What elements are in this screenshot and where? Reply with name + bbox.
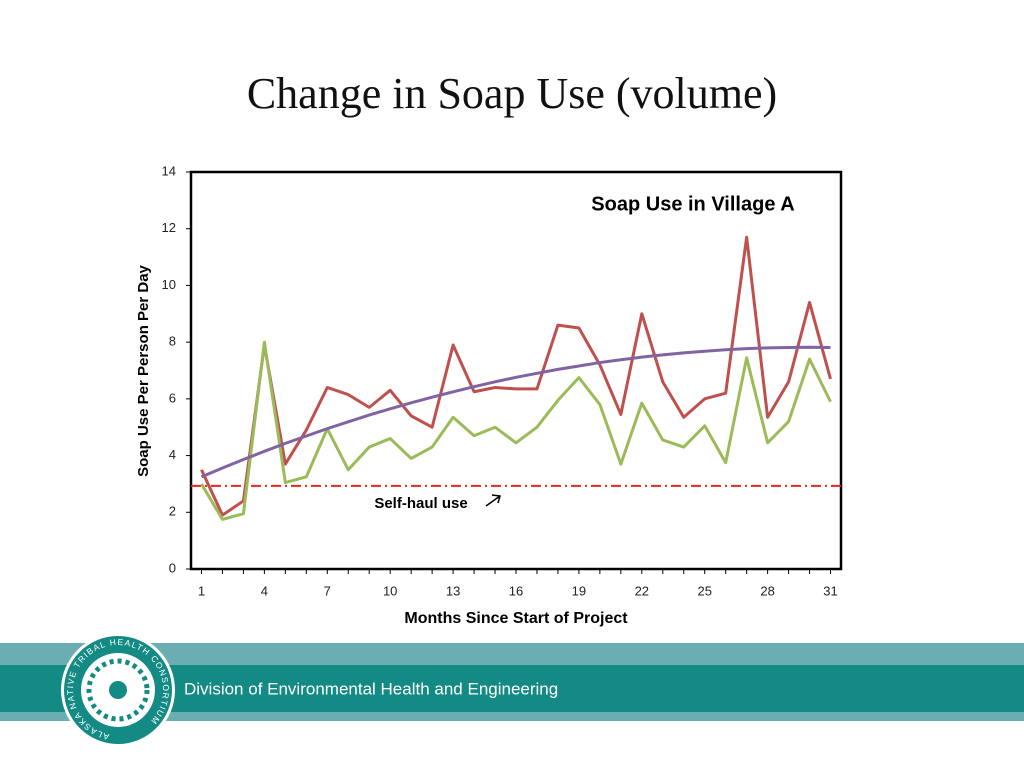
series-line [200, 340, 832, 521]
logo: ALASKA NATIVE TRIBAL HEALTH CONSORTIUM [61, 633, 175, 747]
y-tick-label: 6 [169, 390, 176, 405]
y-tick-label: 14 [162, 163, 176, 178]
annotation-arrow [485, 494, 501, 507]
x-tick-label: 25 [697, 583, 711, 598]
x-tick-label: 13 [446, 583, 460, 598]
x-tick-label: 31 [823, 583, 837, 598]
y-axis-label: Soap Use Per Person Per Day [135, 264, 152, 476]
annotation: Self-haul use [374, 495, 467, 512]
y-tick-label: 10 [162, 277, 176, 292]
slide-title: Change in Soap Use (volume) [247, 69, 777, 118]
series-line [200, 345, 831, 479]
y-tick-label: 4 [169, 447, 176, 462]
y-tick-label: 8 [169, 334, 176, 349]
chart-title: Soap Use in Village A [591, 193, 794, 215]
y-tick-label: 12 [162, 220, 176, 235]
x-tick-label: 28 [760, 583, 774, 598]
y-tick-label: 2 [169, 504, 176, 519]
logo-figures [86, 658, 150, 722]
series-line [200, 235, 832, 517]
x-tick-label: 4 [261, 583, 268, 598]
logo-center [109, 681, 127, 699]
y-tick-label: 0 [169, 560, 176, 575]
x-tick-label: 7 [324, 583, 331, 598]
x-tick-label: 22 [635, 583, 649, 598]
x-tick-label: 10 [383, 583, 397, 598]
x-tick-label: 1 [198, 583, 205, 598]
x-tick-label: 16 [509, 583, 523, 598]
x-axis-label: Months Since Start of Project [404, 610, 628, 627]
x-tick-label: 19 [572, 583, 586, 598]
footer-text: Division of Environmental Health and Eng… [184, 679, 558, 698]
